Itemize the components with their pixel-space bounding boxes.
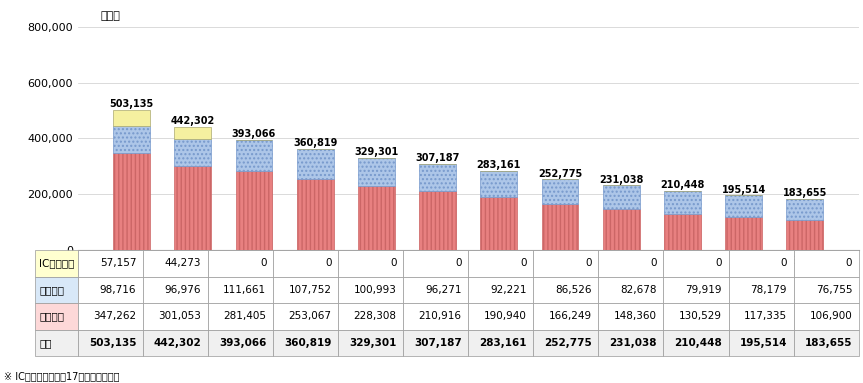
Bar bbox=[174, 139, 211, 166]
Bar bbox=[174, 126, 211, 139]
Text: 195,514: 195,514 bbox=[721, 185, 765, 195]
Bar bbox=[664, 214, 701, 250]
FancyBboxPatch shape bbox=[37, 256, 52, 271]
Text: 283,161: 283,161 bbox=[476, 160, 521, 170]
Bar bbox=[113, 153, 150, 250]
Text: 231,038: 231,038 bbox=[599, 175, 644, 185]
Text: 183,655: 183,655 bbox=[783, 188, 827, 198]
Bar bbox=[297, 179, 333, 250]
Bar bbox=[603, 185, 639, 209]
Bar bbox=[358, 186, 394, 250]
Bar bbox=[236, 140, 273, 172]
Text: 210,448: 210,448 bbox=[660, 180, 704, 190]
Bar bbox=[358, 158, 394, 186]
FancyBboxPatch shape bbox=[37, 283, 52, 297]
Bar bbox=[419, 191, 456, 250]
Text: ※ ICカード型は平成17年度末で終了。: ※ ICカード型は平成17年度末で終了。 bbox=[4, 371, 120, 381]
Bar bbox=[542, 180, 578, 204]
Bar bbox=[174, 166, 211, 250]
Text: 442,302: 442,302 bbox=[171, 116, 215, 126]
Text: 503,135: 503,135 bbox=[110, 99, 154, 109]
Bar bbox=[664, 191, 701, 214]
Bar bbox=[603, 209, 639, 250]
Bar bbox=[236, 172, 273, 250]
FancyBboxPatch shape bbox=[37, 309, 52, 324]
Text: （台）: （台） bbox=[101, 11, 121, 21]
Bar bbox=[481, 171, 517, 197]
Bar bbox=[481, 197, 517, 250]
Text: 307,187: 307,187 bbox=[415, 154, 460, 164]
Text: 360,819: 360,819 bbox=[293, 139, 337, 149]
Bar bbox=[113, 110, 150, 126]
Text: 252,775: 252,775 bbox=[538, 169, 583, 178]
Bar bbox=[419, 164, 456, 191]
Text: 329,301: 329,301 bbox=[354, 147, 399, 157]
Bar bbox=[786, 220, 823, 250]
Bar bbox=[113, 126, 150, 153]
Bar bbox=[786, 199, 823, 220]
Bar bbox=[725, 195, 762, 217]
Bar bbox=[725, 217, 762, 250]
Bar bbox=[542, 204, 578, 250]
Bar bbox=[297, 149, 333, 179]
Text: 393,066: 393,066 bbox=[232, 129, 276, 139]
